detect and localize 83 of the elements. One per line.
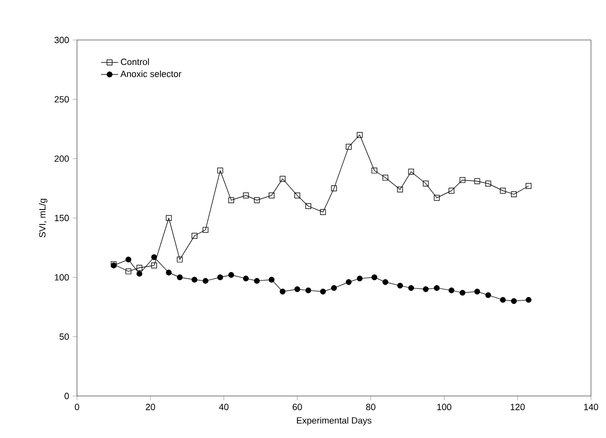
point [422, 180, 429, 186]
point [176, 274, 183, 280]
point [500, 296, 506, 303]
legend-label: Control [120, 58, 149, 66]
x-tick-label: 60 [292, 404, 302, 410]
point [192, 232, 198, 239]
point [485, 180, 492, 186]
point [305, 203, 312, 210]
point [434, 194, 440, 201]
point [280, 176, 286, 182]
point [448, 188, 454, 194]
point [217, 168, 224, 174]
point [382, 174, 388, 181]
point [526, 183, 532, 189]
point [254, 278, 260, 284]
y-tick-label: 250 [54, 96, 69, 103]
point [510, 298, 517, 304]
point [228, 197, 234, 204]
point [422, 286, 429, 292]
point [294, 286, 300, 292]
point [166, 215, 172, 221]
point [474, 288, 480, 294]
point [280, 288, 286, 294]
point [305, 287, 312, 294]
y-tick-label: 0 [64, 392, 69, 400]
point [126, 256, 132, 262]
point [331, 285, 337, 291]
point [382, 279, 388, 285]
point [371, 168, 378, 174]
point [294, 192, 300, 198]
point [242, 192, 249, 198]
point [346, 144, 352, 150]
point [176, 256, 183, 262]
point [474, 178, 480, 184]
x-tick-label: 40 [219, 404, 229, 410]
point [151, 262, 157, 268]
point [268, 276, 274, 283]
point [136, 270, 142, 277]
x-axis-title: Experimental Days [296, 417, 372, 426]
point [346, 279, 352, 285]
point [228, 272, 234, 278]
y-tick-label: 150 [54, 214, 69, 222]
point [460, 290, 466, 296]
x-tick-label: 100 [437, 404, 452, 410]
y-tick-label: 300 [54, 36, 69, 44]
point [485, 292, 492, 298]
point [151, 254, 157, 260]
point [268, 192, 274, 198]
point [371, 274, 378, 280]
point [397, 282, 403, 289]
point [242, 276, 249, 282]
point [320, 209, 326, 215]
point [254, 197, 260, 204]
y-tick-label: 200 [54, 155, 69, 162]
point [448, 287, 454, 294]
point [192, 276, 198, 283]
point [320, 288, 326, 294]
point [500, 188, 506, 194]
y-tick-label: 100 [54, 274, 69, 281]
x-tick-label: 80 [366, 404, 376, 410]
point [202, 226, 208, 233]
point [408, 285, 414, 291]
point [331, 185, 337, 192]
point [408, 168, 414, 175]
point [397, 186, 403, 192]
point [356, 276, 363, 282]
point [217, 274, 224, 280]
x-tick-label: 120 [510, 404, 525, 410]
point [510, 191, 517, 198]
legend-label: Anoxic selector [120, 70, 182, 78]
x-tick-label: 20 [146, 404, 156, 410]
point [356, 132, 363, 138]
y-tick-label: 50 [60, 333, 69, 340]
point [460, 177, 466, 183]
x-tick-label: 140 [584, 404, 598, 410]
y-axis-title: SVI, mL/g [38, 198, 48, 238]
point [166, 270, 172, 276]
point [126, 268, 132, 274]
point [202, 278, 208, 284]
point [526, 296, 532, 303]
point [136, 264, 142, 271]
x-tick-label: 0 [74, 404, 80, 410]
point [434, 285, 440, 291]
